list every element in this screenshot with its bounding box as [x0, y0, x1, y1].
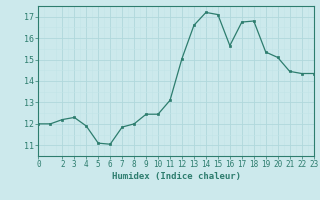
X-axis label: Humidex (Indice chaleur): Humidex (Indice chaleur) [111, 172, 241, 181]
